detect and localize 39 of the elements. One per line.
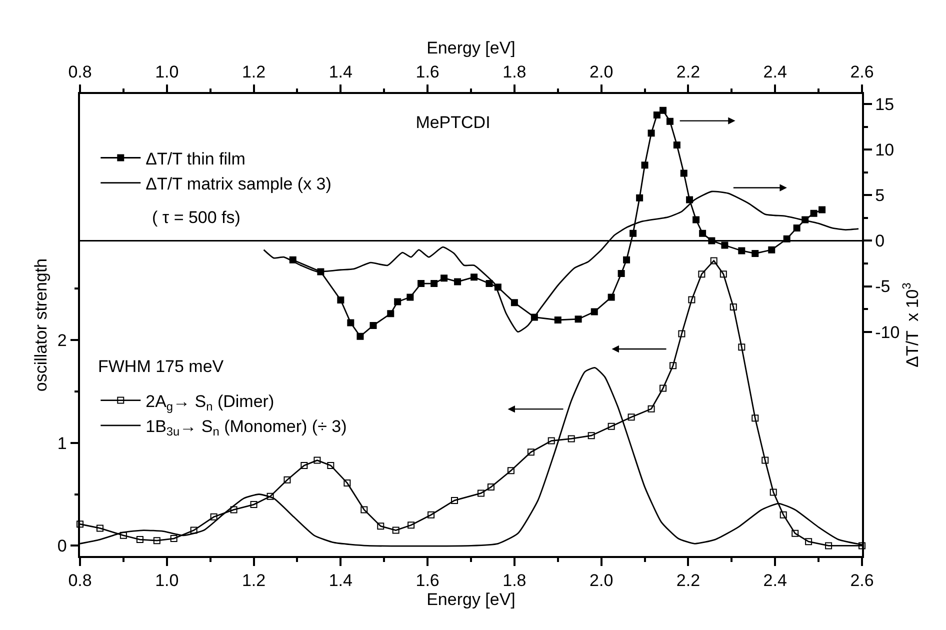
y-tick-label: 0 — [57, 536, 67, 556]
legend-label: ΔT/T matrix sample (x 3) — [146, 174, 332, 194]
x-tick-label: 1.2 — [242, 62, 266, 82]
x2-tick-label: 1.8 — [502, 571, 526, 590]
y-tick-label: 2 — [57, 330, 67, 350]
x2-tick-label: 0.8 — [68, 571, 92, 590]
x-tick-label: 1.4 — [328, 62, 352, 82]
x-tick-label: 2.6 — [850, 62, 874, 82]
y2-tick-label: 10 — [875, 140, 894, 160]
x-axis-title: Energy [eV] — [426, 590, 516, 610]
y-axis-title: oscillator strength — [31, 258, 50, 392]
x-tick-label: 1.6 — [416, 62, 440, 82]
text: MePTCDI — [416, 113, 490, 132]
x-tick-label: 0.8 — [68, 62, 92, 82]
x2-tick-label: 1.2 — [242, 571, 266, 590]
x-tick-label: 2.4 — [763, 62, 787, 82]
x2-tick-label: 1.4 — [328, 571, 352, 590]
x-tick-label: 2.0 — [590, 62, 614, 82]
x-tick-label: 1.0 — [155, 62, 179, 82]
y2-tick-label: -10 — [875, 322, 900, 342]
legend-label: ΔT/T thin film — [146, 149, 246, 168]
y2-tick-label: 15 — [875, 94, 894, 114]
x-tick-label: 2.2 — [676, 62, 700, 82]
x-tick-label: 1.8 — [502, 62, 526, 82]
annotation: FWHM 175 meV — [98, 357, 224, 376]
y2-tick-label: 0 — [875, 232, 885, 251]
legend-label: 2A$_{g}$→ S$_{n}$ (Dimer) — [146, 392, 274, 414]
x2-tick-label: 2.6 — [850, 571, 874, 590]
x2-tick-label: 1.0 — [155, 571, 179, 590]
x2-tick-label: 2.0 — [590, 571, 614, 590]
y-tick-label: 1 — [57, 434, 67, 453]
x2-axis-title: Energy [eV] — [426, 38, 516, 58]
x2-tick-label: 2.4 — [763, 571, 787, 590]
y2-tick-label: 5 — [875, 186, 885, 206]
x2-tick-label: 2.2 — [676, 571, 700, 590]
annotation: ( τ = 500 fs) — [152, 208, 240, 227]
x2-tick-label: 1.6 — [416, 571, 440, 590]
y2-tick-label: -5 — [875, 277, 890, 296]
legend-label: 1B$_{3u}$→ S$_{n}$ (Monomer) (÷ 3) — [146, 417, 347, 439]
